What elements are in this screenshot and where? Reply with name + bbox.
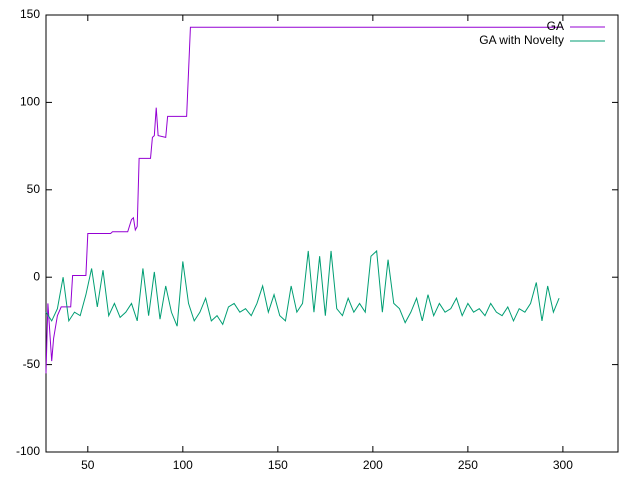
x-tick-label: 300 (553, 458, 573, 472)
series-line (45, 249, 560, 327)
y-tick-label: -100 (16, 444, 40, 458)
y-tick-label: 50 (27, 182, 41, 196)
legend-label: GA (547, 19, 564, 33)
plot-border (45, 14, 619, 453)
x-tick-label: 100 (173, 458, 193, 472)
x-tick-label: 150 (268, 458, 288, 472)
y-tick-label: -50 (23, 357, 41, 371)
y-tick-label: 100 (20, 95, 40, 109)
y-tick-label: 0 (33, 269, 40, 283)
x-tick-label: 250 (458, 458, 478, 472)
x-tick-label: 50 (81, 458, 95, 472)
x-tick-label: 200 (363, 458, 383, 472)
series-line (45, 26, 563, 374)
legend-label: GA with Novelty (479, 33, 564, 47)
y-tick-label: 150 (20, 7, 40, 21)
